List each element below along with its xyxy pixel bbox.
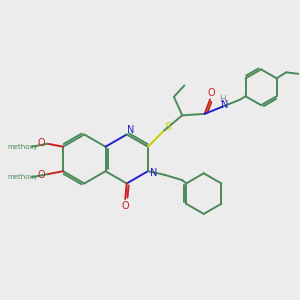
Text: N: N <box>150 168 157 178</box>
Text: methoxy: methoxy <box>8 174 38 180</box>
Text: S: S <box>164 122 172 132</box>
Text: N: N <box>221 100 229 110</box>
Text: H: H <box>219 95 226 104</box>
Text: methoxy: methoxy <box>8 144 38 150</box>
Text: O: O <box>38 170 45 180</box>
Text: O: O <box>122 200 129 211</box>
Text: N: N <box>127 125 134 135</box>
Text: O: O <box>38 137 45 148</box>
Text: O: O <box>207 88 215 98</box>
